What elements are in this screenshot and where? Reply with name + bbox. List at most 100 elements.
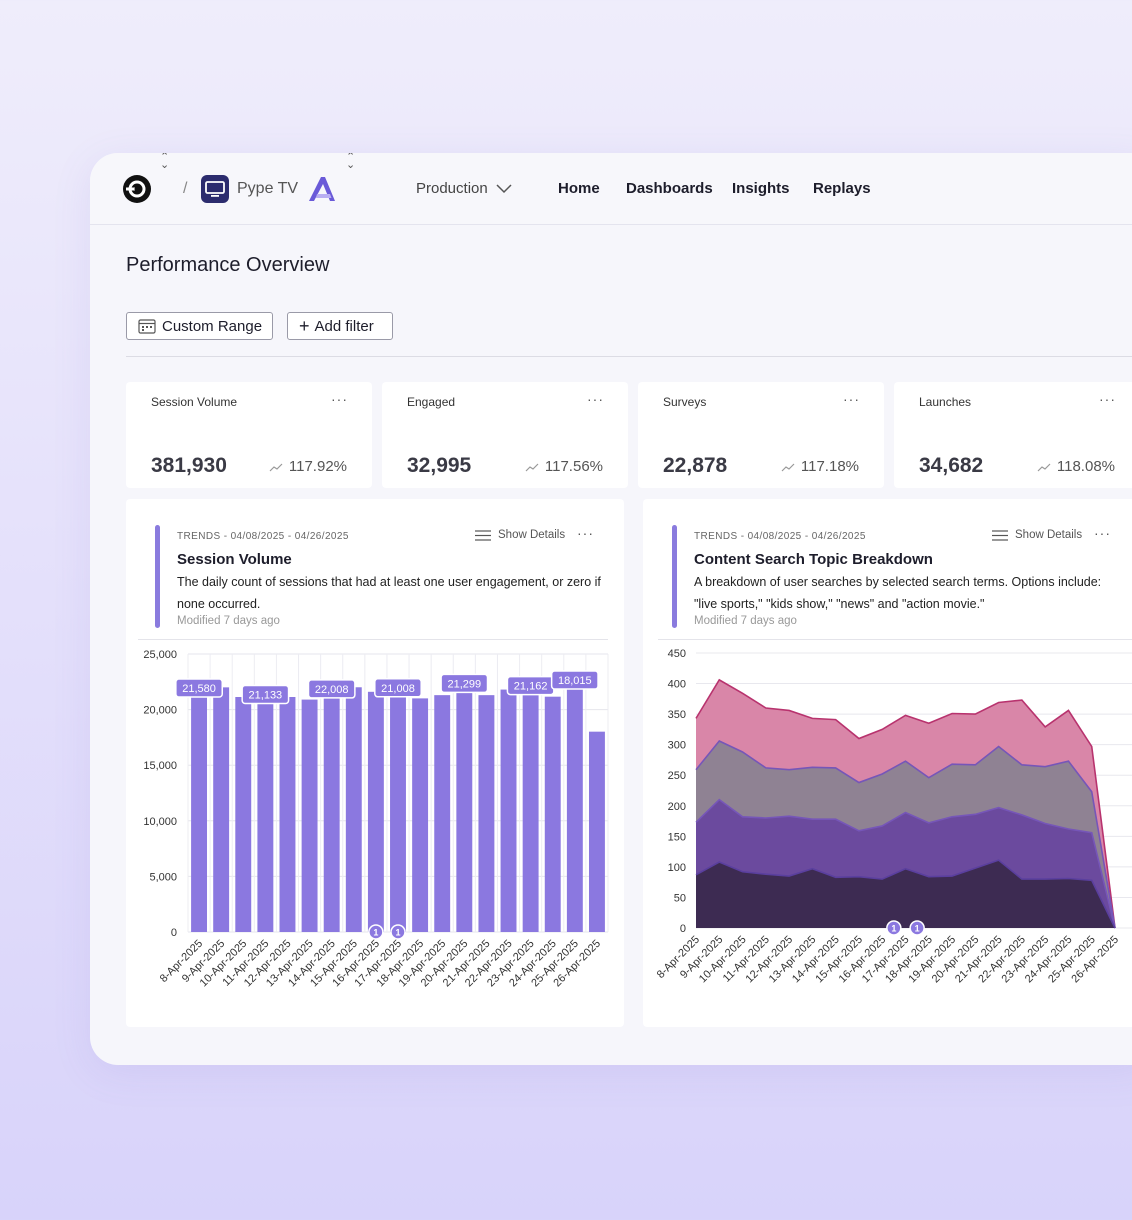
area-series-line: [695, 798, 1116, 929]
trend-up-icon: [269, 463, 283, 471]
kpi-change-value: 117.18%: [800, 458, 859, 475]
show-details-label: Show Details: [498, 529, 566, 541]
kpi-label: Session Volume: [151, 395, 238, 409]
bar: [301, 699, 318, 932]
bar: [478, 695, 495, 932]
y-tick-label: 150: [668, 831, 686, 843]
bar: [257, 698, 274, 932]
environment-selector[interactable]: Production: [416, 153, 512, 224]
kpi-value: 22,878: [663, 454, 728, 477]
kpi-value: 32,995: [407, 454, 472, 477]
area-series: [696, 741, 1115, 928]
toolbar-divider: [126, 356, 1132, 357]
add-filter-button[interactable]: + Add filter: [287, 312, 393, 340]
logo-icon: [123, 174, 151, 203]
card-description: A breakdown of user searches by selected…: [694, 575, 1102, 611]
card-meta: TRENDS - 04/08/2025 - 04/26/2025: [694, 531, 866, 542]
bar: [323, 692, 340, 932]
card-modified: Modified 7 days ago: [694, 615, 797, 627]
card-title: Session Volume: [177, 551, 292, 568]
workspace-logo-icon: [308, 153, 336, 224]
bar: [500, 689, 517, 932]
kpi-label: Launches: [919, 395, 972, 409]
bar: [522, 689, 539, 932]
y-tick-label: 0: [680, 923, 686, 935]
y-tick-label: 15,000: [143, 760, 177, 772]
annotation-marker: [909, 920, 925, 936]
y-tick-label: 450: [668, 648, 686, 660]
card-menu-icon[interactable]: ···: [577, 525, 594, 541]
kpi-label: Engaged: [407, 395, 456, 409]
kpi-label: Surveys: [663, 395, 707, 409]
kpi-card-engaged: Engaged ··· 32,995 117.56%: [382, 382, 628, 488]
kpi-change-value: 117.56%: [544, 458, 603, 475]
show-details-button[interactable]: Show Details: [992, 529, 1082, 541]
data-label-box: [374, 678, 422, 698]
card-separator: [138, 639, 608, 640]
kpi-menu-icon[interactable]: ···: [843, 391, 860, 407]
project-switcher-chevron-icon[interactable]: ⌃ ⌄: [346, 153, 356, 171]
data-label: 21,580: [182, 683, 216, 695]
nav-replays[interactable]: Replays: [813, 180, 871, 197]
project-name[interactable]: Pype TV: [237, 179, 299, 197]
y-tick-label: 350: [668, 709, 686, 721]
bar: [235, 697, 252, 932]
nav-dashboards[interactable]: Dashboards: [626, 180, 713, 197]
annotation-marker: [886, 920, 902, 936]
kpi-change: 117.56%: [525, 458, 603, 475]
custom-range-button[interactable]: Custom Range: [126, 312, 273, 340]
bar: [213, 687, 230, 932]
data-label: 21,133: [249, 689, 283, 701]
bar: [390, 691, 406, 932]
area-series: [696, 860, 1115, 928]
kpi-card-surveys: Surveys ··· 22,878 117.18%: [638, 382, 884, 488]
kpi-change-value: 117.92%: [288, 458, 347, 475]
area-series: [696, 799, 1115, 928]
trend-up-icon: [781, 463, 795, 471]
breadcrumb-separator: /: [183, 179, 188, 197]
area-series-line: [695, 678, 1116, 929]
annotation-marker: [390, 924, 406, 940]
show-details-label: Show Details: [1015, 529, 1083, 541]
card-description: The daily count of sessions that had at …: [177, 575, 601, 611]
session-volume-bar-chart: 05,00010,00015,00020,00025,0008-Apr-2025…: [143, 649, 609, 989]
annotation-marker: [368, 924, 384, 940]
bar: [456, 687, 473, 932]
y-tick-label: 50: [674, 892, 686, 904]
data-label-box: [440, 673, 489, 694]
kpi-change: 117.18%: [781, 458, 859, 475]
show-details-button[interactable]: Show Details: [475, 529, 565, 541]
kpi-change: 118.08%: [1037, 458, 1115, 475]
menu-lines-icon: [475, 529, 491, 541]
kpi-menu-icon[interactable]: ···: [1099, 391, 1116, 407]
data-label: 21,008: [381, 683, 415, 695]
data-label: 22,008: [315, 684, 349, 696]
project-icon: [201, 153, 229, 224]
trend-up-icon: [1037, 463, 1051, 471]
kpi-menu-icon[interactable]: ···: [331, 391, 348, 407]
app-logo[interactable]: [123, 153, 151, 224]
data-label-box: [550, 670, 599, 690]
nav-insights[interactable]: Insights: [732, 180, 790, 197]
trend-up-icon: [525, 463, 539, 471]
card-title: Content Search Topic Breakdown: [694, 551, 933, 568]
kpi-menu-icon[interactable]: ···: [587, 391, 604, 407]
area-series-line: [695, 859, 1116, 929]
app-window: ⌃ ⌄ / Pype TV ⌃ ⌄ Production Home: [90, 153, 1132, 1065]
kpi-change-value: 118.08%: [1056, 458, 1115, 475]
kpi-change: 117.92%: [269, 458, 347, 475]
bar: [191, 692, 208, 932]
add-filter-label: Add filter: [314, 317, 374, 335]
org-switcher-chevron-icon[interactable]: ⌃ ⌄: [160, 153, 170, 171]
annotation-label: 1: [395, 928, 400, 938]
chart-card-content-search: TRENDS - 04/08/2025 - 04/26/2025 Show De…: [643, 499, 1132, 1027]
y-tick-label: 400: [668, 679, 686, 691]
data-label: 18,015: [558, 675, 592, 687]
data-label: 21,162: [514, 681, 548, 693]
page-title: Performance Overview: [126, 254, 330, 276]
nav-home[interactable]: Home: [558, 180, 600, 197]
card-menu-icon[interactable]: ···: [1094, 525, 1111, 541]
data-label-box: [241, 684, 290, 705]
y-tick-label: 300: [668, 740, 686, 752]
bar: [279, 697, 296, 932]
